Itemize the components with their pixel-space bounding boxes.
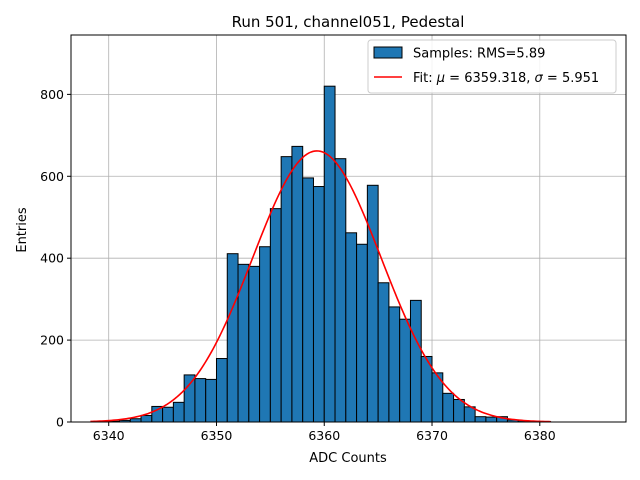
histogram-bar [302,177,314,423]
y-tick-label: 600 [40,169,64,184]
histogram-bar [453,398,465,423]
x-tick-label: 6380 [524,428,556,443]
x-axis-label: ADC Counts [309,451,387,466]
histogram-bar [291,145,304,423]
legend-fit-prefix: Fit: [413,71,437,86]
histogram-bar [334,158,347,423]
histogram-bar [172,401,185,423]
legend-sigma-symbol: σ [535,71,544,86]
histogram-bar [248,265,261,423]
y-axis-label: Entries [15,207,30,253]
histogram-bar [409,299,422,423]
y-tick-label: 800 [40,87,64,102]
legend-label-samples: Samples: RMS=5.89 [413,47,545,62]
histogram-bar [474,416,487,423]
fit-curve [90,150,551,423]
legend-mu-symbol: μ [436,71,445,86]
histogram-bar [312,186,325,423]
legend-fit-eq2: = [543,71,562,86]
legend-swatch-samples [373,46,403,59]
legend-sigma-value: 5.951 [562,71,599,86]
histogram-bars [97,85,552,423]
histogram-bar [280,156,293,423]
histogram-bar [183,374,196,423]
histogram-bar [356,243,368,423]
y-tick-label: 400 [40,251,64,266]
histogram-bar [388,306,401,423]
x-tick-label: 6340 [93,428,125,443]
histogram-bar [442,392,455,423]
legend-label-fit: Fit: μ = 6359.318, σ = 5.951 [413,71,599,86]
histogram-bar [366,184,379,423]
legend-mu-value: 6359.318 [464,71,526,86]
axis-ticks: 6340 6350 6360 6370 6380 0 200 400 600 800 [40,87,556,443]
chart-title: Run 501, channel051, Pedestal [232,13,465,31]
histogram-bar [399,318,411,423]
axes-frame [70,34,627,423]
histogram-bar [226,253,239,423]
histogram-bar [205,378,217,423]
histogram-bar [377,282,390,423]
y-tick-label: 0 [56,415,64,430]
x-tick-label: 6370 [416,428,448,443]
y-tick-label: 200 [40,333,64,348]
histogram-bar [162,406,174,423]
histogram-bar [237,263,250,423]
histogram-bar [323,85,336,423]
fit-curve-group [90,150,551,423]
legend-fit-eq1: = [445,71,464,86]
histogram-bar [259,246,271,423]
legend-box [367,39,617,94]
x-tick-label: 6350 [201,428,233,443]
legend: Samples: RMS=5.89 Fit: μ = 6359.318, σ =… [367,39,617,94]
legend-fit-sep: , [526,71,534,86]
histogram-bar [194,378,207,423]
histogram-bar [269,208,282,423]
x-tick-label: 6360 [308,428,340,443]
histogram-bar [140,414,153,423]
histogram-bar [215,358,228,423]
histogram-bar [485,416,498,423]
histogram-bar [345,232,358,423]
